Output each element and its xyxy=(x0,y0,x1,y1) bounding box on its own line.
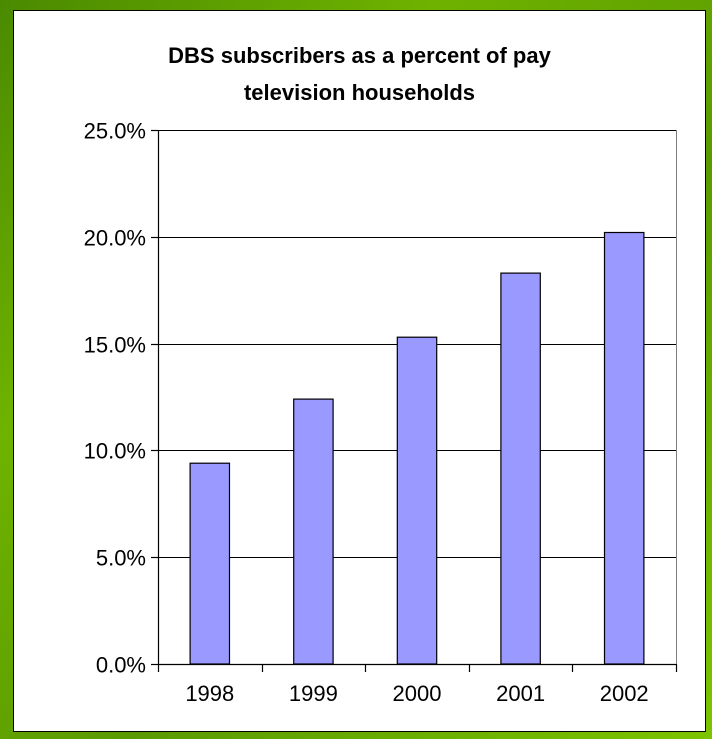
bar-2002 xyxy=(603,231,645,665)
bar-1998 xyxy=(189,462,231,665)
y-tick-label: 25.0% xyxy=(84,119,146,144)
chart-title-line-2: television households xyxy=(243,80,476,105)
chart-title: DBS subscribers as a percent of pay tele… xyxy=(14,37,705,111)
x-tick-label: 1999 xyxy=(289,681,338,706)
bar-2001 xyxy=(500,272,541,665)
y-tick-label: 15.0% xyxy=(84,333,146,358)
chart-title-line-1: DBS subscribers as a percent of pay xyxy=(168,43,551,68)
x-tick-label: 2002 xyxy=(600,681,649,706)
x-tick-label: 2000 xyxy=(393,681,442,706)
x-tick-label: 1998 xyxy=(185,681,234,706)
y-tick-label: 10.0% xyxy=(84,439,146,464)
y-tick-label: 20.0% xyxy=(84,226,146,251)
y-tick-label: 0.0% xyxy=(96,653,146,678)
x-tick-label: 2001 xyxy=(496,681,545,706)
bar-1999 xyxy=(293,398,334,665)
y-tick-label: 5.0% xyxy=(96,546,146,571)
bar-2000 xyxy=(396,336,438,665)
